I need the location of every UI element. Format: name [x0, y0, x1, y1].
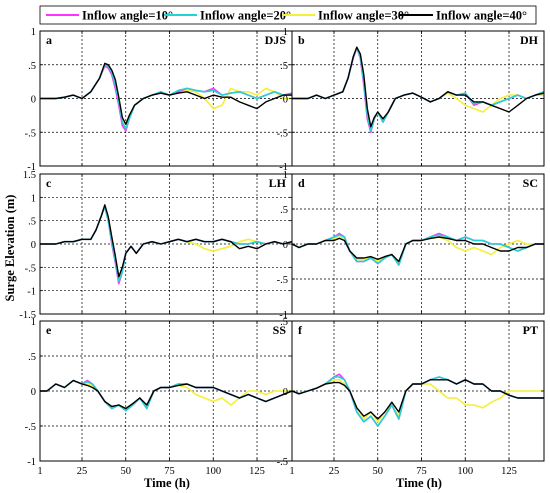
- panel-b: -1 -.5 0 .5 1b DH: [277, 27, 545, 173]
- panel-letter: f: [298, 323, 303, 337]
- panel-station-label: PT: [523, 323, 538, 337]
- panel-letter: e: [46, 323, 52, 337]
- panel-station-label: DH: [520, 33, 539, 47]
- x-tick-label: 50: [373, 466, 384, 477]
- y-tick-label: 0: [31, 240, 36, 251]
- y-tick-label: -.5: [277, 128, 288, 139]
- panel-letter: d: [298, 176, 305, 190]
- y-tick-label: .5: [28, 61, 36, 72]
- y-tick-label: 1: [283, 170, 288, 181]
- series-group: [292, 46, 544, 134]
- panel-d: -1 -.5 0 .5 1d SC: [277, 170, 545, 321]
- y-tick-label: .5: [28, 217, 36, 228]
- series-line-4: [40, 379, 292, 410]
- x-tick-label: 100: [457, 466, 473, 477]
- panel-station-label: LH: [269, 176, 287, 190]
- y-tick-label: -1: [27, 162, 36, 173]
- y-tick-label: .5: [280, 205, 288, 216]
- panel-station-label: SS: [273, 323, 287, 337]
- x-axis-title-right: Time (h): [396, 476, 442, 490]
- y-tick-label: -.5: [25, 422, 36, 433]
- series-line-4: [40, 204, 292, 278]
- x-tick-label: 25: [77, 466, 88, 477]
- y-tick-label: .5: [280, 317, 288, 328]
- series-line-4: [292, 379, 544, 420]
- y-tick-label: 0: [283, 95, 288, 106]
- panel-c: -1.5-1-.50.511.5c LH: [19, 170, 293, 321]
- x-tick-label: 25: [329, 466, 340, 477]
- x-tick-label: 125: [249, 466, 265, 477]
- legend-entry-4: Inflow angle=40°: [400, 9, 527, 23]
- y-tick-label: 0: [283, 387, 288, 398]
- y-axis-title: Surge Elevation (m): [3, 195, 17, 302]
- legend-entry-2: Inflow angle=20°: [164, 9, 291, 23]
- y-tick-label: 1: [31, 317, 36, 328]
- y-tick-label: 1: [283, 27, 288, 38]
- x-tick-label: 1: [289, 466, 294, 477]
- y-tick-label: 0: [31, 387, 36, 398]
- x-tick-label: 1: [37, 466, 42, 477]
- y-tick-label: -.5: [277, 275, 288, 286]
- series-line-4: [292, 46, 544, 128]
- x-tick-label: 75: [416, 466, 427, 477]
- panel-a: -1-.50.51a DJS: [25, 27, 293, 173]
- panel-letter: b: [298, 33, 305, 47]
- y-tick-label: -1: [279, 310, 288, 321]
- y-tick-label: 1: [31, 193, 36, 204]
- panel-letter: a: [46, 33, 52, 47]
- y-tick-label: -.5: [277, 457, 288, 468]
- series-group: [40, 204, 292, 285]
- legend-label-3: Inflow angle=30°: [318, 9, 409, 23]
- y-tick-label: 0: [283, 240, 288, 251]
- x-tick-label: 125: [501, 466, 517, 477]
- series-group: [40, 379, 292, 412]
- legend-label-4: Inflow angle=40°: [436, 9, 527, 23]
- legend-entry-1: Inflow angle=10°: [46, 9, 173, 23]
- x-axis-title-left: Time (h): [144, 476, 190, 490]
- series-group: [40, 62, 292, 132]
- panel-station-label: DJS: [265, 33, 287, 47]
- series-line-4: [40, 62, 292, 125]
- y-tick-label: .5: [280, 61, 288, 72]
- series-line-4: [292, 236, 544, 263]
- y-tick-label: 1: [31, 27, 36, 38]
- y-tick-label: -1: [27, 457, 36, 468]
- series-group: [292, 373, 544, 427]
- y-tick-label: -1: [279, 162, 288, 173]
- panel-station-label: SC: [523, 176, 538, 190]
- legend-label-2: Inflow angle=20°: [200, 9, 291, 23]
- panel-letter: c: [46, 176, 52, 190]
- y-tick-label: -1: [27, 287, 36, 298]
- y-tick-label: -.5: [25, 128, 36, 139]
- series-group: [292, 232, 544, 266]
- y-tick-label: 0: [31, 95, 36, 106]
- y-tick-label: .5: [28, 352, 36, 363]
- legend-label-1: Inflow angle=10°: [82, 9, 173, 23]
- x-tick-label: 75: [164, 466, 175, 477]
- legend-entry-3: Inflow angle=30°: [282, 9, 409, 23]
- y-tick-label: -1.5: [19, 310, 36, 321]
- y-tick-label: -.5: [25, 263, 36, 274]
- y-tick-label: 1.5: [23, 170, 36, 181]
- legend: Inflow angle=10° Inflow angle=20° Inflow…: [39, 5, 537, 25]
- x-tick-label: 100: [205, 466, 221, 477]
- x-tick-label: 50: [121, 466, 132, 477]
